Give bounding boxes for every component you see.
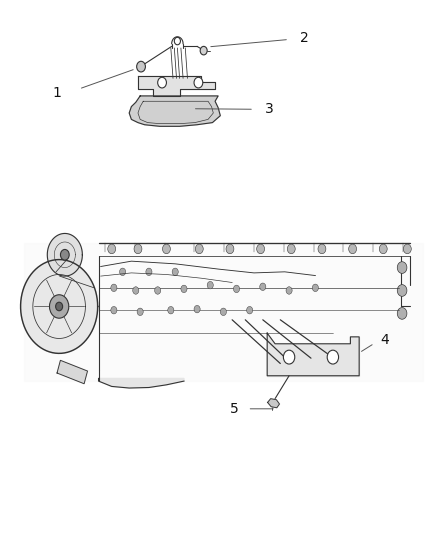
Circle shape [233, 285, 240, 293]
Polygon shape [268, 399, 279, 408]
Circle shape [162, 244, 170, 254]
Circle shape [108, 244, 116, 254]
Circle shape [168, 306, 174, 314]
Polygon shape [57, 360, 88, 384]
Circle shape [111, 306, 117, 314]
Text: 4: 4 [380, 333, 389, 346]
Text: 3: 3 [265, 102, 274, 116]
Circle shape [247, 306, 253, 314]
Text: 2: 2 [300, 31, 309, 45]
Circle shape [286, 287, 292, 294]
Circle shape [327, 350, 339, 364]
Circle shape [349, 244, 357, 254]
Circle shape [137, 61, 145, 72]
Polygon shape [47, 233, 82, 276]
Circle shape [60, 249, 69, 260]
Circle shape [146, 268, 152, 276]
Circle shape [133, 287, 139, 294]
Circle shape [397, 262, 407, 273]
Circle shape [312, 284, 318, 292]
Circle shape [49, 295, 69, 318]
Polygon shape [21, 260, 98, 353]
Text: 5: 5 [230, 402, 239, 416]
Circle shape [220, 308, 226, 316]
Circle shape [287, 244, 295, 254]
Circle shape [194, 77, 203, 88]
Circle shape [200, 46, 207, 55]
Polygon shape [99, 378, 184, 388]
Circle shape [207, 281, 213, 289]
Text: 1: 1 [53, 86, 61, 100]
Polygon shape [267, 333, 359, 376]
Circle shape [120, 268, 126, 276]
Circle shape [283, 350, 295, 364]
Circle shape [158, 77, 166, 88]
Circle shape [56, 302, 63, 311]
Circle shape [194, 305, 200, 313]
Circle shape [226, 244, 234, 254]
Circle shape [172, 268, 178, 276]
Circle shape [195, 244, 203, 254]
Circle shape [260, 283, 266, 290]
Circle shape [318, 244, 326, 254]
Circle shape [111, 284, 117, 292]
Circle shape [137, 308, 143, 316]
Circle shape [397, 308, 407, 319]
Circle shape [257, 244, 265, 254]
Polygon shape [129, 96, 220, 126]
Circle shape [155, 287, 161, 294]
Circle shape [134, 244, 142, 254]
Polygon shape [138, 76, 215, 96]
Circle shape [403, 244, 411, 254]
Polygon shape [24, 243, 423, 381]
Circle shape [181, 285, 187, 293]
Circle shape [397, 285, 407, 296]
Circle shape [379, 244, 387, 254]
